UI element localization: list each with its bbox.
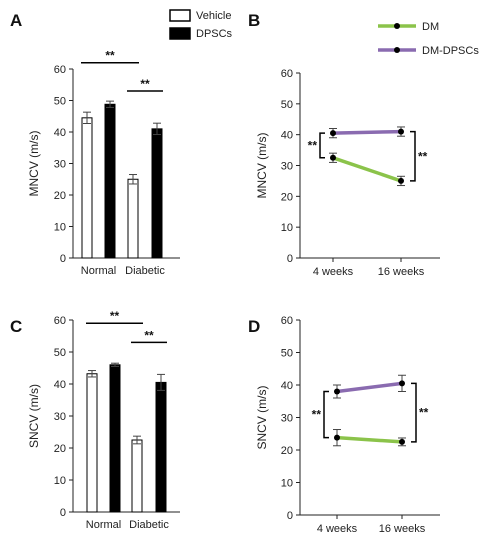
bar-dpscs [155,381,167,513]
bar-vehicle [81,117,93,259]
y-tick-label: 10 [281,222,293,234]
series-line-dm [336,435,403,444]
y-axis-label: MNCV (m/s) [27,131,41,197]
significance-marker: ** [312,408,322,422]
legend-label: Vehicle [196,10,231,22]
x-tick-label: Normal [81,265,116,277]
data-point-dm [334,434,340,441]
significance-marker: ** [308,138,318,152]
x-tick-label: Normal [86,519,121,531]
series-line-dm [332,156,402,183]
legend-label: DM [422,21,439,33]
series-line-dm-dpscs [336,381,403,394]
significance-bracket [410,130,416,182]
panel-a-chart: 0 10 20 30 40 50 60 MNCV (m/s) Normal Diabetic ** *… [27,9,233,277]
bar-vehicle [131,439,143,513]
y-tick-label: 60 [54,315,66,327]
y-tick-label: 10 [54,475,66,487]
legend-marker [394,23,400,29]
panel-c-chart: 0 10 20 30 40 50 60 SNCV (m/s) Normal Diabetic ** *… [27,309,180,531]
y-axis-label: MNCV (m/s) [255,133,269,199]
y-axis-label: SNCV (m/s) [27,384,41,448]
x-tick-label: 4 weeks [313,266,354,278]
significance-marker: ** [105,49,115,63]
x-tick-label: Diabetic [129,519,169,531]
y-tick-label: 40 [54,127,66,139]
panel-letter-c: C [10,317,22,336]
data-point-dm [330,154,336,161]
y-tick-label: 0 [287,253,293,265]
panel-d-chart: 0 10 20 30 40 50 60 SNCV (m/s) 4 weeks 16 weeks **… [255,315,440,535]
legend-swatch-vehicle [169,9,191,22]
y-tick-label: 60 [281,315,293,327]
y-tick-label: 20 [54,190,66,202]
significance-bracket [323,390,329,439]
panel-letter-a: A [10,11,22,30]
x-tick-label: 16 weeks [378,266,425,278]
significance-bracket [411,382,417,443]
y-tick-label: 40 [281,130,293,142]
panel-b-chart: 0 10 20 30 40 50 60 MNCV (m/s) 4 weeks 16 weeks **… [255,21,479,278]
y-tick-label: 50 [281,348,293,360]
data-point-dm-dpscs [334,388,340,395]
data-point-dm-dpscs [398,128,404,135]
y-tick-label: 50 [281,99,293,111]
data-point-dm [399,438,405,445]
significance-marker: ** [144,328,154,342]
y-tick-label: 60 [54,64,66,76]
panel-letter-b: B [248,11,260,30]
y-tick-label: 40 [281,380,293,392]
x-tick-label: 16 weeks [379,523,426,535]
y-tick-label: 0 [60,507,66,519]
bar-vehicle [127,178,139,259]
panel-letter-d: D [248,317,260,336]
y-tick-label: 20 [54,443,66,455]
significance-marker: ** [418,149,428,163]
legend-swatch-dpscs [169,27,191,40]
series-line-dm-dpscs [332,129,402,135]
bar-dpscs [109,364,121,513]
y-tick-label: 30 [54,159,66,171]
data-point-dm-dpscs [399,380,405,387]
bar-dpscs [151,128,163,259]
x-tick-label: 4 weeks [317,523,358,535]
bar-vehicle [86,373,98,513]
y-tick-label: 30 [281,161,293,173]
y-tick-label: 40 [54,379,66,391]
data-point-dm [398,177,404,184]
y-tick-label: 20 [281,445,293,457]
significance-bracket [319,132,325,159]
y-tick-label: 30 [54,411,66,423]
bar-dpscs [104,103,116,259]
y-tick-label: 0 [287,510,293,522]
y-tick-label: 10 [54,222,66,234]
y-tick-label: 10 [281,478,293,490]
legend-label: DM-DPSCs [422,45,479,57]
data-point-dm-dpscs [330,130,336,137]
x-tick-label: Diabetic [125,265,165,277]
significance-marker: ** [140,77,150,91]
y-tick-label: 20 [281,191,293,203]
significance-marker: ** [110,309,120,323]
legend-label: DPSCs [196,28,233,40]
y-tick-label: 50 [54,347,66,359]
y-tick-label: 50 [54,96,66,108]
y-tick-label: 60 [281,68,293,80]
y-tick-label: 0 [60,253,66,265]
y-tick-label: 30 [281,413,293,425]
legend-marker [394,47,400,53]
significance-marker: ** [419,406,429,420]
y-axis-label: SNCV (m/s) [255,386,269,450]
